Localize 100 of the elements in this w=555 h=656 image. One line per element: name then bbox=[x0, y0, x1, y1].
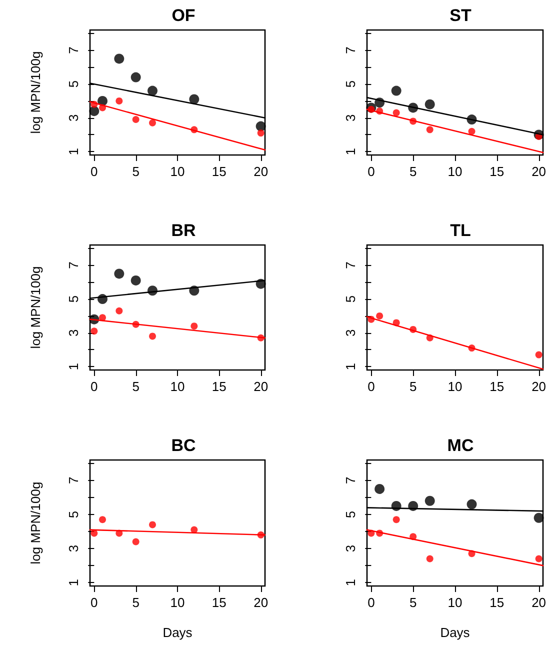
y-axis-title: log MPN/100g bbox=[28, 482, 43, 564]
point bbox=[426, 555, 434, 562]
chart-title: ST bbox=[450, 6, 472, 25]
point bbox=[99, 314, 106, 322]
x-tick-label: 15 bbox=[212, 595, 226, 610]
point bbox=[256, 121, 266, 132]
chart-title: BR bbox=[171, 221, 196, 240]
x-tick-label: 15 bbox=[490, 595, 504, 610]
x-tick-label: 5 bbox=[132, 595, 140, 610]
point bbox=[116, 97, 123, 104]
chart-title: OF bbox=[172, 6, 196, 25]
y-tick-label: 1 bbox=[66, 148, 81, 156]
y-tick-label: 5 bbox=[343, 80, 358, 88]
x-tick-label: 15 bbox=[212, 379, 226, 394]
x-tick-label: 10 bbox=[448, 379, 462, 394]
y-tick-label: 7 bbox=[343, 46, 358, 54]
x-tick-label: 0 bbox=[90, 379, 98, 394]
x-tick-label: 20 bbox=[532, 164, 546, 179]
point bbox=[99, 516, 106, 524]
point bbox=[535, 555, 542, 562]
y-tick-label: 5 bbox=[66, 295, 81, 303]
y-tick-label: 7 bbox=[343, 476, 358, 484]
y-tick-label: 3 bbox=[66, 544, 81, 552]
y-tick-label: 1 bbox=[343, 148, 358, 156]
point bbox=[392, 109, 400, 116]
y-axis-title: log MPN/100g bbox=[28, 51, 43, 134]
x-tick-label: 0 bbox=[90, 164, 98, 179]
x-tick-label: 15 bbox=[490, 164, 504, 179]
point bbox=[89, 106, 100, 116]
x-tick-label: 0 bbox=[368, 164, 375, 179]
x-tick-label: 5 bbox=[409, 595, 417, 610]
y-tick-label: 3 bbox=[343, 114, 358, 122]
y-axis-title: log MPN/100g bbox=[28, 266, 43, 349]
point bbox=[424, 99, 435, 110]
x-tick-label: 5 bbox=[132, 164, 140, 179]
point bbox=[391, 86, 402, 96]
chart-title: TL bbox=[450, 221, 471, 240]
point bbox=[114, 268, 124, 279]
chart-title: MC bbox=[447, 436, 474, 455]
y-tick-label: 7 bbox=[343, 262, 358, 269]
x-axis-title: Days bbox=[440, 625, 470, 640]
point bbox=[116, 307, 123, 314]
point bbox=[149, 521, 156, 528]
x-tick-label: 15 bbox=[212, 164, 226, 179]
x-tick-label: 10 bbox=[448, 595, 462, 610]
point bbox=[535, 351, 542, 358]
point bbox=[189, 94, 200, 104]
y-tick-label: 1 bbox=[66, 363, 81, 370]
point bbox=[90, 530, 98, 537]
point bbox=[468, 128, 476, 135]
point bbox=[148, 86, 158, 96]
y-tick-label: 7 bbox=[66, 46, 81, 54]
point bbox=[466, 499, 477, 510]
y-tick-label: 5 bbox=[343, 295, 358, 303]
x-tick-label: 20 bbox=[532, 379, 546, 394]
x-tick-label: 15 bbox=[490, 379, 504, 394]
point bbox=[424, 496, 435, 506]
point bbox=[130, 72, 141, 82]
x-tick-label: 10 bbox=[448, 164, 462, 179]
y-tick-label: 3 bbox=[343, 544, 358, 552]
y-tick-label: 3 bbox=[66, 114, 81, 122]
x-axis-title: Days bbox=[162, 625, 193, 640]
x-tick-label: 0 bbox=[90, 595, 98, 610]
x-tick-label: 20 bbox=[254, 379, 268, 394]
y-tick-label: 7 bbox=[66, 476, 81, 484]
chart-title: BC bbox=[171, 436, 196, 455]
point bbox=[376, 312, 384, 320]
x-tick-label: 20 bbox=[532, 595, 546, 610]
point bbox=[426, 126, 434, 134]
y-tick-label: 3 bbox=[343, 329, 358, 336]
y-tick-label: 3 bbox=[66, 329, 81, 336]
point bbox=[257, 130, 264, 137]
x-tick-label: 20 bbox=[254, 164, 268, 179]
point bbox=[90, 328, 98, 335]
x-tick-label: 10 bbox=[170, 595, 185, 610]
y-tick-label: 1 bbox=[66, 578, 81, 586]
y-tick-label: 5 bbox=[66, 80, 81, 88]
y-tick-label: 5 bbox=[66, 510, 81, 518]
x-tick-label: 5 bbox=[409, 164, 417, 179]
point bbox=[190, 322, 198, 330]
x-tick-label: 10 bbox=[170, 379, 185, 394]
point bbox=[132, 538, 140, 546]
point bbox=[130, 275, 141, 286]
y-tick-label: 5 bbox=[343, 510, 358, 518]
x-tick-label: 5 bbox=[132, 379, 140, 394]
x-tick-label: 10 bbox=[170, 164, 185, 179]
point bbox=[392, 516, 400, 524]
x-tick-label: 5 bbox=[409, 379, 417, 394]
point bbox=[149, 119, 156, 126]
x-tick-label: 0 bbox=[368, 595, 375, 610]
point bbox=[149, 332, 156, 340]
point bbox=[114, 54, 124, 64]
y-tick-label: 1 bbox=[343, 363, 358, 370]
x-tick-label: 0 bbox=[368, 379, 375, 394]
point bbox=[534, 512, 544, 523]
x-tick-label: 20 bbox=[254, 595, 268, 610]
point bbox=[374, 484, 385, 494]
y-tick-label: 7 bbox=[66, 262, 81, 269]
point bbox=[132, 116, 140, 124]
y-tick-label: 1 bbox=[343, 578, 358, 586]
